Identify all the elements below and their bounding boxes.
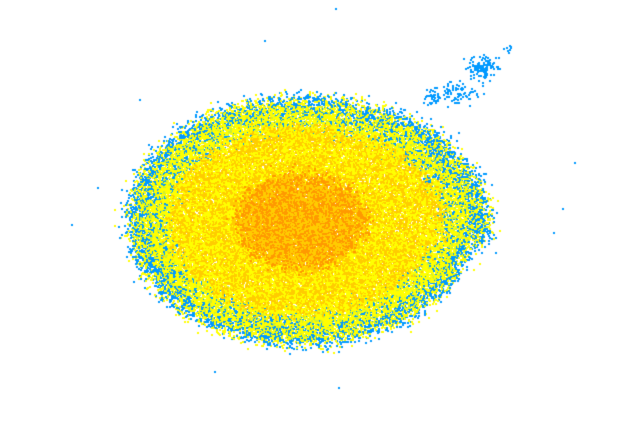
density-scatter-plot — [0, 0, 640, 427]
